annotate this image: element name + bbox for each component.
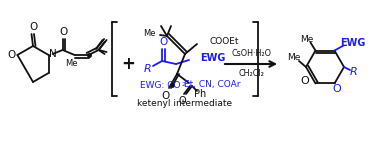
Text: Me: Me [144, 29, 156, 38]
Text: O: O [300, 76, 309, 86]
Text: O: O [178, 96, 186, 106]
Text: O: O [332, 85, 341, 94]
Text: +: + [121, 55, 135, 73]
Text: CH₂Cl₂: CH₂Cl₂ [238, 69, 264, 78]
Text: O: O [161, 91, 169, 101]
Text: Et, CN, COAr: Et, CN, COAr [184, 81, 240, 90]
Text: Me: Me [65, 59, 78, 69]
Text: EWG: EWG [200, 53, 225, 63]
Text: EWG: EWG [340, 38, 365, 48]
Text: R: R [350, 67, 358, 77]
Text: Me: Me [300, 35, 313, 44]
Text: O: O [159, 37, 167, 47]
Text: Me: Me [287, 54, 301, 62]
Text: N: N [49, 49, 56, 59]
Text: EWG: CO: EWG: CO [140, 81, 181, 90]
Text: R: R [144, 64, 152, 74]
Text: O: O [59, 27, 68, 37]
Text: 2: 2 [182, 82, 186, 87]
Text: Ph: Ph [194, 89, 206, 99]
Text: ketenyl intermediate: ketenyl intermediate [138, 100, 232, 109]
Text: CsOH·H₂O: CsOH·H₂O [231, 48, 271, 57]
Text: O: O [29, 22, 37, 32]
Text: O: O [7, 50, 15, 60]
Text: COOEt: COOEt [210, 38, 240, 47]
